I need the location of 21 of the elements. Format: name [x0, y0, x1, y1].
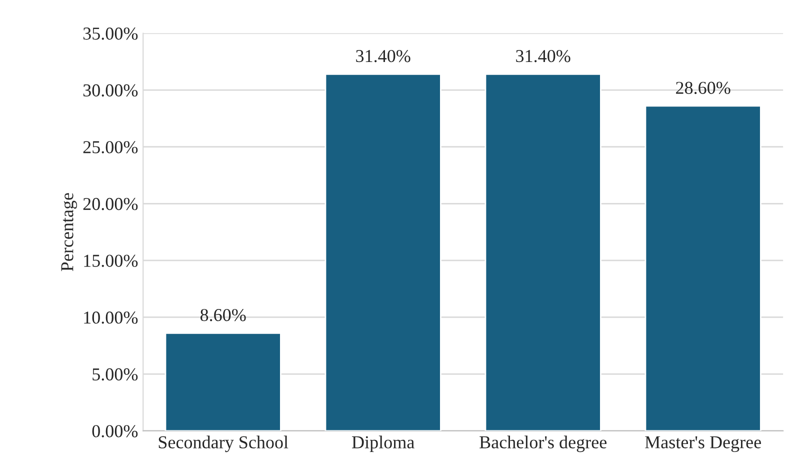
- y-tick-label: 25.00%: [83, 141, 138, 154]
- data-label: 31.40%: [516, 50, 570, 62]
- x-tick-label: Secondary School: [158, 436, 288, 452]
- y-tick-label: 5.00%: [92, 368, 138, 381]
- y-tick-label: 35.00%: [83, 28, 138, 40]
- y-tick-label: 20.00%: [83, 198, 138, 210]
- y-tick-label: 0.00%: [92, 425, 138, 438]
- bar: [484, 73, 602, 431]
- data-label: 8.60%: [200, 308, 246, 322]
- y-tick-label: 30.00%: [83, 84, 138, 97]
- bar: [644, 105, 762, 431]
- x-tick-label: Diploma: [352, 436, 414, 452]
- y-tick-label: 15.00%: [84, 254, 138, 267]
- bar: [324, 73, 442, 431]
- y-axis-title: Percentage: [61, 193, 78, 272]
- y-tick-label: 10.00%: [84, 311, 138, 324]
- data-label: 31.40%: [356, 50, 410, 62]
- data-label: 28.60%: [676, 82, 730, 94]
- x-tick-label: Bachelor's degree: [480, 436, 606, 452]
- bar: [164, 332, 282, 431]
- x-tick-label: Master's Degree: [645, 436, 761, 452]
